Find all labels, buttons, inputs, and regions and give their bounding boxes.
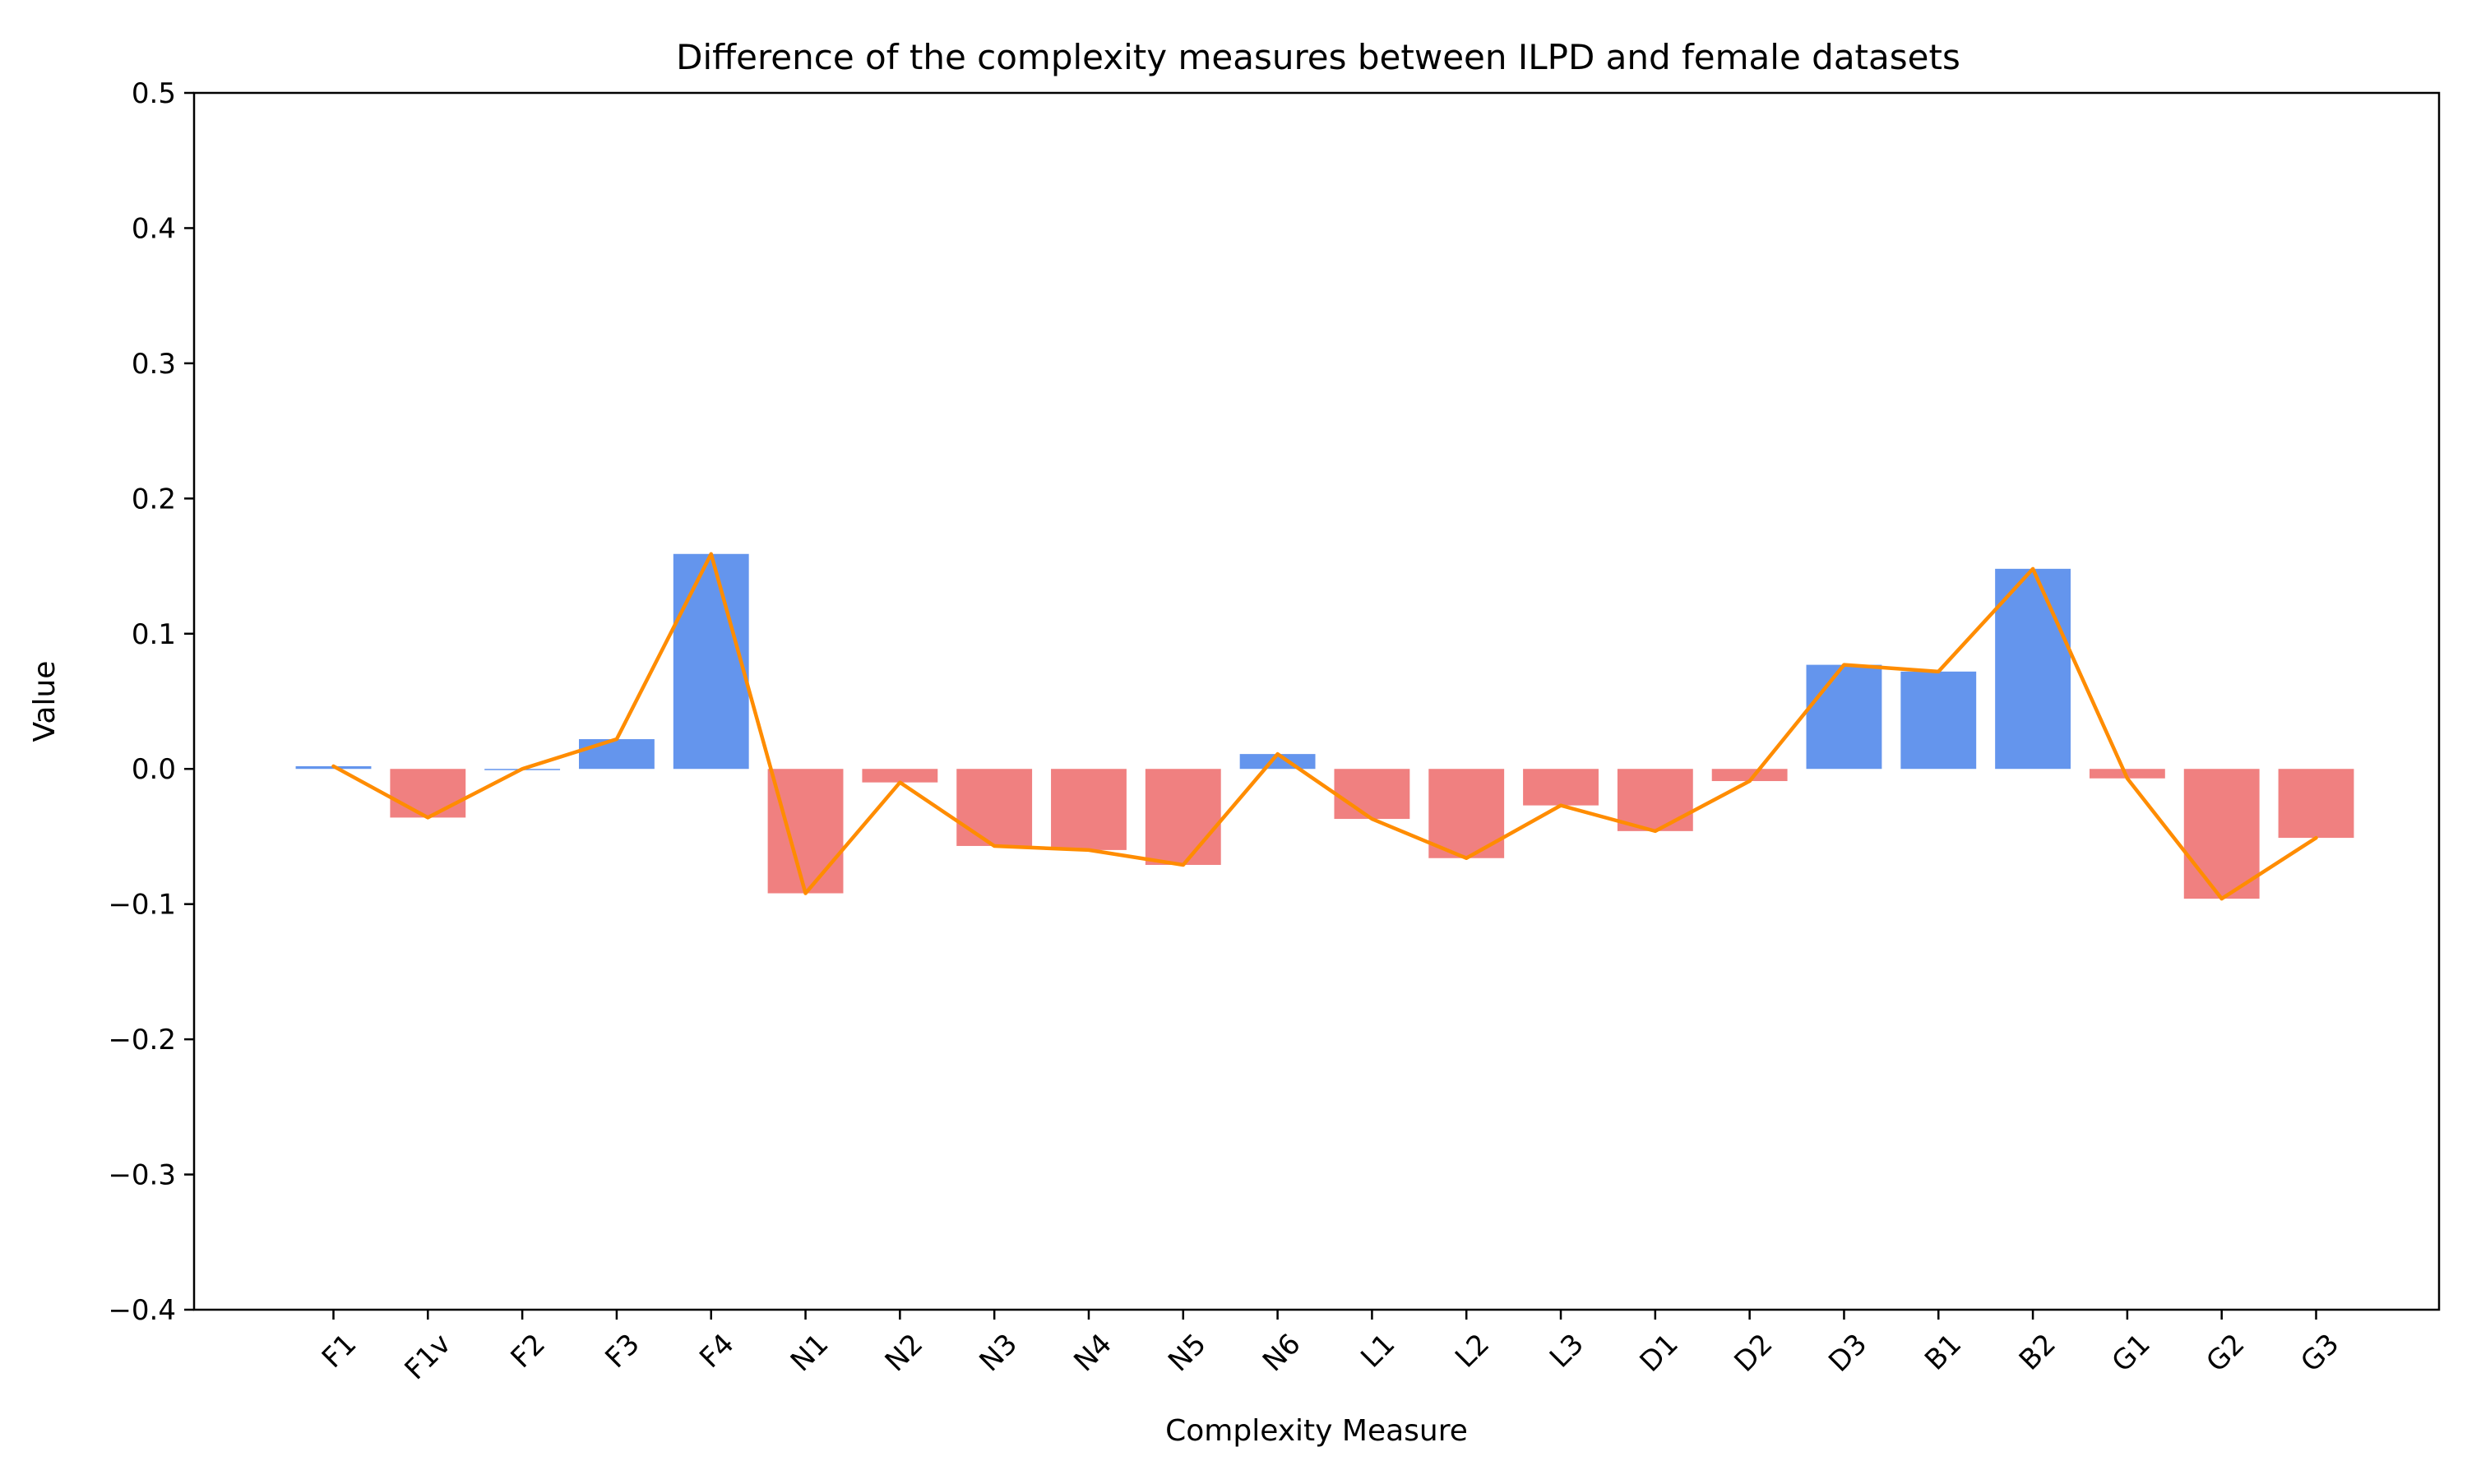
bar-n3 xyxy=(956,769,1033,846)
bar-n2 xyxy=(862,769,938,783)
bar-b2 xyxy=(1995,568,2071,770)
x-axis-title: Complexity Measure xyxy=(1165,1414,1468,1448)
bar-d2 xyxy=(1711,769,1788,782)
y-tick-label: −0.3 xyxy=(108,1159,176,1192)
chart-title: Difference of the complexity measures be… xyxy=(676,37,1960,77)
y-tick-label: 0.5 xyxy=(132,77,176,110)
plot-frame xyxy=(192,91,2441,1311)
y-tick-label: −0.2 xyxy=(108,1024,176,1056)
x-tick-label: B1 xyxy=(1919,1328,1968,1377)
y-tick-label: 0.0 xyxy=(132,753,176,786)
x-tick-label: N2 xyxy=(879,1328,930,1379)
y-tick-label: 0.3 xyxy=(132,348,176,381)
x-tick-label: N1 xyxy=(785,1328,835,1379)
bar-d1 xyxy=(1617,769,1693,831)
x-tick-label: F3 xyxy=(599,1328,646,1375)
x-axis: F1 F1v F2 F3 F4 N1 N2 N3 N4 N5 N6 L1 L2 L3 D1 D2 D3 B1 B2 G… xyxy=(316,1310,2345,1386)
y-tick-label: 0.1 xyxy=(132,618,176,651)
x-tick-label: L3 xyxy=(1544,1328,1590,1375)
bar-f1v xyxy=(390,769,466,818)
y-axis: −0.4 −0.3 −0.2 −0.1 0.0 0.1 0.2 0.3 0.4 0.5 xyxy=(108,77,194,1327)
x-tick-label: N6 xyxy=(1257,1328,1308,1379)
y-tick-label: −0.4 xyxy=(108,1294,176,1327)
bar-b1 xyxy=(1900,671,1977,770)
x-tick-label: G1 xyxy=(2106,1328,2157,1379)
x-tick-label: N5 xyxy=(1162,1328,1213,1379)
bar-l3 xyxy=(1523,769,1599,806)
bar-f4 xyxy=(673,553,749,770)
bar-g1 xyxy=(2089,769,2165,779)
x-tick-label: N3 xyxy=(973,1328,1024,1379)
y-tick-label: 0.4 xyxy=(132,212,176,245)
bar-n4 xyxy=(1051,769,1127,850)
bar-n5 xyxy=(1145,769,1221,865)
x-tick-label: F4 xyxy=(693,1328,740,1375)
line-overlay-group xyxy=(331,552,2318,901)
x-tick-label: L1 xyxy=(1354,1328,1401,1375)
bar-l1 xyxy=(1334,769,1410,820)
bar-g3 xyxy=(2278,769,2354,839)
x-tick-label: F2 xyxy=(505,1328,552,1375)
bars-group xyxy=(295,553,2354,899)
x-tick-label: D1 xyxy=(1634,1328,1685,1379)
x-tick-label: G2 xyxy=(2200,1328,2251,1379)
x-tick-label: D2 xyxy=(1728,1328,1779,1379)
x-tick-label: N4 xyxy=(1067,1328,1118,1379)
y-tick-label: −0.1 xyxy=(108,889,176,922)
series-line xyxy=(331,552,2318,901)
x-tick-label: G3 xyxy=(2294,1328,2345,1379)
x-tick-label: F1v xyxy=(399,1328,458,1387)
y-tick-label: 0.2 xyxy=(132,483,176,515)
x-tick-label: F1 xyxy=(316,1328,363,1375)
bar-d3 xyxy=(1806,664,1882,770)
bar-f3 xyxy=(579,739,655,770)
y-axis-title: Value xyxy=(28,661,62,742)
bar-g2 xyxy=(2183,769,2260,899)
x-tick-label: D3 xyxy=(1822,1328,1873,1379)
x-tick-label: L2 xyxy=(1449,1328,1496,1375)
bar-n1 xyxy=(767,769,844,894)
x-tick-label: B2 xyxy=(2013,1328,2062,1377)
